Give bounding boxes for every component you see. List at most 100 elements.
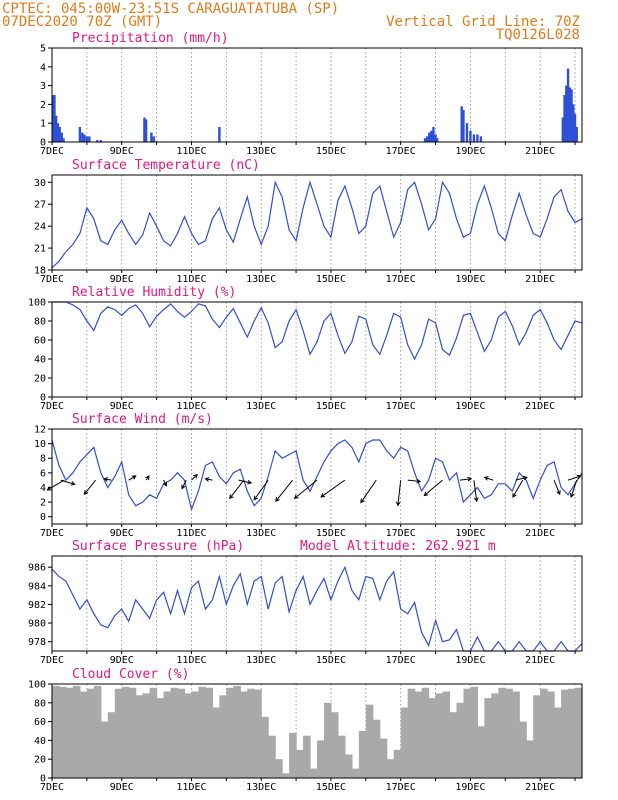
wind-arrow-shaft bbox=[424, 479, 443, 496]
cloud-bar bbox=[156, 698, 165, 778]
header-run-time: 07DEC2020 70Z (GMT) bbox=[2, 14, 162, 30]
wind-arrow bbox=[512, 479, 524, 498]
wind-arrow-head bbox=[145, 475, 150, 480]
humidity-frame bbox=[51, 301, 583, 398]
cloud-bar bbox=[323, 702, 332, 778]
cloud-bar bbox=[303, 735, 311, 778]
cloud-bar bbox=[561, 689, 569, 778]
cloud-cover-frame bbox=[51, 683, 583, 779]
wind-arrow-shaft bbox=[473, 480, 478, 502]
cloud-bar bbox=[289, 732, 297, 778]
cloud-bar bbox=[484, 698, 492, 778]
cloud-bar bbox=[52, 685, 60, 778]
wind-arrow-head bbox=[293, 494, 299, 500]
wind-arrow-shaft bbox=[567, 475, 581, 481]
temperature-ytick-label: 24 bbox=[34, 222, 46, 233]
humidity-ytick-label: 0 bbox=[40, 393, 46, 404]
wind-series-line bbox=[51, 439, 583, 512]
cloud-cover-xtick-label: 9DEC bbox=[110, 782, 134, 793]
wind-arrow bbox=[553, 479, 561, 496]
cloud-cover-xtick-label: 21DEC bbox=[525, 782, 555, 793]
precip-bar bbox=[476, 134, 479, 142]
wind-ytick-label: 10 bbox=[34, 439, 46, 450]
cloud-cover-xtick-label: 7DEC bbox=[40, 782, 64, 793]
cloud-bar bbox=[296, 749, 304, 778]
cloud-bar bbox=[275, 759, 283, 778]
cloud-bar bbox=[428, 698, 437, 778]
precip-bar bbox=[83, 134, 86, 142]
wind-xtick-label: 11DEC bbox=[176, 528, 206, 539]
pressure-xtick-label: 19DEC bbox=[455, 655, 485, 666]
precipitation-ytick-label: 1 bbox=[40, 119, 46, 130]
cloud-cover-xtick-label: 11DEC bbox=[176, 782, 206, 793]
cloud-cover-ytick-label: 20 bbox=[34, 755, 46, 766]
humidity-title: Relative Humidity (%) bbox=[72, 285, 236, 300]
precip-bar bbox=[472, 134, 476, 142]
precip-bar bbox=[58, 126, 61, 142]
precipitation-ytick-label: 2 bbox=[40, 100, 46, 111]
cloud-bar bbox=[379, 738, 388, 778]
cloud-bar bbox=[477, 726, 485, 778]
pressure-panel: 978 980 982 984 986 7DEC 9DEC 11DEC 13DEC 15DEC 17… bbox=[28, 539, 583, 666]
precip-bar bbox=[568, 87, 571, 142]
wind-arrow-shaft bbox=[515, 476, 528, 481]
wind-ytick-label: 4 bbox=[40, 483, 46, 494]
wind-arrow-shaft bbox=[238, 479, 252, 484]
temperature-xtick-label: 11DEC bbox=[176, 274, 206, 285]
precipitation-xtick-label: 17DEC bbox=[386, 146, 416, 157]
cloud-bar bbox=[317, 740, 325, 778]
cloud-bar bbox=[526, 740, 534, 778]
wind-arrow bbox=[145, 475, 150, 481]
precipitation-xtick-label: 7DEC bbox=[40, 146, 64, 157]
cloud-bar bbox=[400, 707, 409, 778]
humidity-series-line bbox=[52, 301, 583, 361]
cloud-bar bbox=[505, 688, 513, 778]
cloud-bar bbox=[372, 719, 381, 778]
humidity-ytick-label: 60 bbox=[34, 336, 46, 347]
precip-bar bbox=[152, 136, 156, 142]
wind-arrow bbox=[204, 477, 213, 482]
precip-bar bbox=[432, 126, 435, 142]
pressure-xtick-label: 13DEC bbox=[246, 655, 276, 666]
wind-arrow-head bbox=[131, 475, 137, 480]
temperature-title: Surface Temperature (nC) bbox=[72, 158, 260, 173]
pressure-ytick-label: 980 bbox=[28, 619, 46, 630]
precip-bar bbox=[96, 140, 99, 142]
wind-arrow bbox=[473, 480, 479, 503]
precipitation-xtick-label: 15DEC bbox=[316, 146, 346, 157]
temperature-ytick-label: 30 bbox=[34, 178, 46, 189]
wind-arrow bbox=[407, 478, 422, 484]
precipitation-xtick-label: 19DEC bbox=[455, 146, 485, 157]
wind-arrow bbox=[293, 479, 318, 500]
humidity-xtick-label: 15DEC bbox=[316, 401, 346, 412]
cloud-bar bbox=[86, 688, 95, 778]
temperature-frame bbox=[51, 174, 583, 271]
temperature-panel: 18 21 24 27 30 7DEC 9DEC 11DEC 13DEC 15DEC 17DEC 19… bbox=[34, 158, 583, 285]
header-grid-line: Vertical Grid Line: 70Z bbox=[386, 14, 580, 30]
wind-arrow-head bbox=[181, 484, 186, 490]
cloud-bar bbox=[226, 687, 234, 778]
wind-arrow-head bbox=[395, 501, 401, 507]
pressure-frame bbox=[51, 555, 583, 652]
wind-ytick-label: 6 bbox=[40, 468, 46, 479]
cloud-cover-ytick-label: 100 bbox=[28, 680, 46, 691]
humidity-xtick-label: 13DEC bbox=[246, 401, 276, 412]
cloud-cover-panel: 0 20 40 60 80 100 7DEC 9DEC 11DEC 13DEC 15DEC 17DEC… bbox=[28, 667, 583, 793]
cloud-bar bbox=[114, 688, 123, 778]
precip-bar bbox=[462, 110, 465, 142]
humidity-xtick-label: 17DEC bbox=[386, 401, 416, 412]
wind-arrow-head bbox=[83, 490, 89, 495]
wind-arrow-head bbox=[103, 477, 109, 482]
wind-frame bbox=[51, 428, 583, 525]
humidity-ytick-label: 20 bbox=[34, 374, 46, 385]
wind-arrow-head bbox=[473, 497, 479, 503]
wind-arrow bbox=[275, 479, 293, 502]
wind-arrow-shaft bbox=[512, 479, 524, 498]
wind-arrow-head bbox=[320, 493, 326, 498]
wind-arrow-shaft bbox=[191, 474, 198, 481]
cloud-bar bbox=[554, 707, 562, 778]
precipitation-xtick-label: 11DEC bbox=[176, 146, 206, 157]
wind-arrow-shaft bbox=[163, 479, 167, 486]
pressure-ytick-label: 982 bbox=[28, 600, 46, 611]
